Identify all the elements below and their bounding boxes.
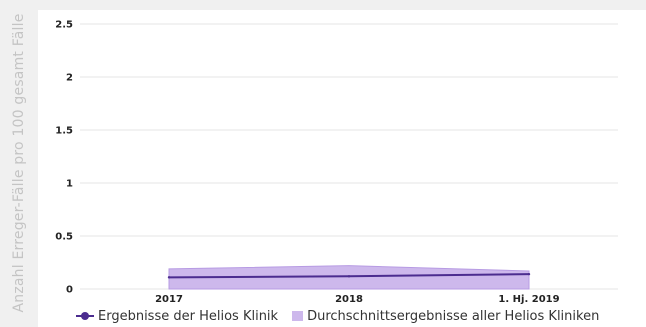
legend-label-durchschnitt: Durchschnittsergebnisse aller Helios Kli…: [307, 308, 600, 324]
klinik-data-point: [527, 272, 531, 276]
x-tick-label: 1. Hj. 2019: [498, 294, 559, 305]
legend-item-klinik[interactable]: Ergebnisse der Helios Klinik: [76, 309, 278, 324]
legend: Ergebnisse der Helios Klinik Durchschnit…: [38, 305, 646, 327]
legend-area-swatch-icon: [292, 311, 304, 321]
y-tick-label: 0: [66, 285, 73, 296]
klinik-data-point: [167, 276, 171, 279]
legend-line-marker-icon: [76, 311, 94, 321]
chart-svg: 2.5 2 1.5 1 0.5 0 2017 2018 1. Hj. 2019: [55, 20, 618, 305]
y-tick-label: 0.5: [55, 232, 73, 243]
y-tick-label: 1.5: [55, 126, 73, 137]
klinik-data-point: [347, 275, 351, 278]
y-tick-label: 2: [66, 73, 73, 84]
legend-item-durchschnitt[interactable]: Durchschnittsergebnisse aller Helios Kli…: [292, 309, 599, 324]
x-tick-label: 2017: [155, 294, 183, 305]
y-tick-label: 1: [66, 179, 73, 190]
y-tick-label: 2.5: [55, 20, 73, 31]
x-tick-label: 2018: [335, 294, 363, 305]
legend-label-klinik: Ergebnisse der Helios Klinik: [98, 308, 279, 324]
